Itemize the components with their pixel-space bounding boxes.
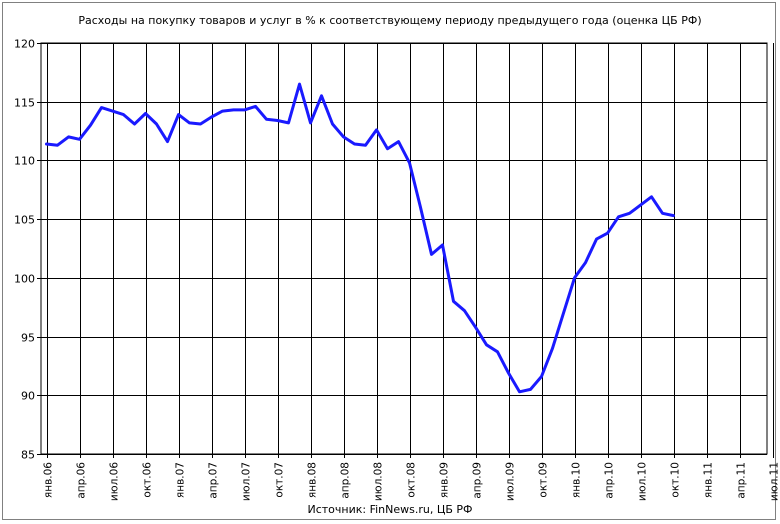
x-tick-label: окт.08 [406, 462, 418, 498]
y-tick-label: 95 [21, 332, 35, 345]
x-axis: янв.06 апр.06 июл.06 окт.06 янв.07 апр.07 июл.… [43, 454, 780, 501]
x-tick-label: окт.07 [274, 462, 286, 498]
x-tick-label: июл.10 [637, 462, 649, 501]
chart-title: Расходы на покупку товаров и услуг в % к… [78, 14, 702, 27]
x-tick-label: янв.06 [43, 462, 55, 498]
y-axis: 85 90 95 100 105 110 115 120 [14, 38, 41, 462]
x-tick-label: апр.06 [76, 462, 88, 499]
y-tick-label: 85 [21, 449, 35, 462]
x-tick-label: янв.08 [307, 462, 319, 498]
x-tick-label: апр.07 [208, 462, 220, 499]
x-tick-label: янв.10 [571, 462, 583, 498]
x-tick-label: апр.08 [340, 462, 352, 499]
x-tick-label: янв.11 [703, 462, 715, 498]
series-line [45, 82, 675, 394]
y-tick-label: 120 [14, 38, 35, 51]
x-tick-label: окт.06 [142, 462, 154, 498]
x-tick-label: апр.10 [604, 462, 616, 499]
x-tick-label: июл.06 [109, 462, 121, 501]
x-tick-label: янв.07 [175, 462, 187, 498]
y-tick-label: 105 [14, 214, 35, 227]
y-tick-label: 100 [14, 273, 35, 286]
plot-area [40, 42, 768, 455]
x-tick-label: апр.11 [736, 462, 748, 499]
horizontal-gridlines [41, 43, 767, 455]
source-note: Источник: FinNews.ru, ЦБ РФ [307, 503, 473, 516]
x-tick-label: июл.08 [373, 462, 385, 501]
series-layer [45, 82, 675, 394]
y-tick-label: 115 [14, 97, 35, 110]
x-tick-label: янв.09 [439, 462, 451, 498]
y-tick-label: 90 [21, 390, 35, 403]
x-tick-label: окт.09 [538, 462, 550, 498]
x-tick-label: апр.09 [472, 462, 484, 499]
x-tick-label: июл.07 [241, 462, 253, 501]
y-tick-label: 110 [14, 155, 35, 168]
plot-border [40, 42, 768, 455]
vertical-gridlines [47, 43, 774, 454]
x-tick-label: июл.09 [505, 462, 517, 501]
x-tick-label: июл.11 [769, 462, 780, 501]
x-tick-label: окт.10 [670, 462, 682, 498]
